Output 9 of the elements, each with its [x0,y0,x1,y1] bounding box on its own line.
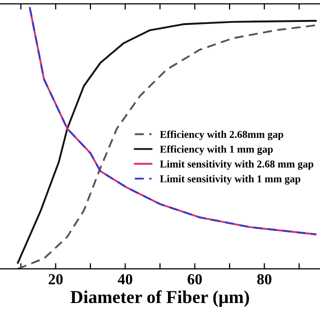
legend-label: Efficiency with 2.68mm gap [160,130,284,140]
x-tick-label: 20 [48,274,63,284]
x-tick-label: 40 [118,274,132,284]
x-axis-title: Diameter of Fiber (μm) [70,290,249,307]
legend-label: Limit sensitivity with 2.68 mm gap [160,160,314,170]
legend-label: Limit sensitivity with 1 mm gap [160,175,300,185]
legend-label: Efficiency with 1 mm gap [160,145,273,155]
x-tick-label: 80 [257,274,272,284]
x-tick-label: 60 [188,274,202,284]
